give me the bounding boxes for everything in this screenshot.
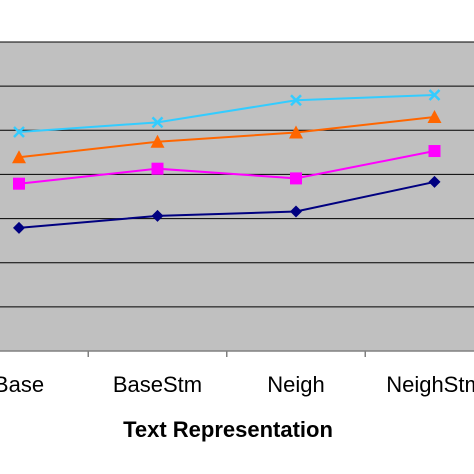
data-point-triangle [12, 150, 26, 164]
data-point-square [428, 145, 441, 158]
x-tick-label: NeighStm [386, 372, 474, 397]
x-axis-title: Text Representation [123, 417, 333, 442]
data-point-diamond [151, 209, 164, 222]
series-2 [13, 145, 441, 190]
series-3 [12, 110, 442, 164]
x-tick-label: Neigh [267, 372, 324, 397]
data-point-triangle [150, 134, 165, 148]
gridlines [0, 41, 474, 308]
x-tick-label: BaseStm [113, 372, 202, 397]
series-line [18, 150, 435, 185]
axes [0, 350, 474, 357]
series-group [12, 89, 442, 234]
data-point-square [290, 172, 302, 185]
series-1 [13, 175, 441, 234]
data-point-x [151, 116, 164, 129]
data-point-diamond [290, 205, 302, 218]
data-point-x [290, 94, 302, 107]
x-tick-label: Base [0, 372, 44, 397]
data-point-diamond [428, 175, 441, 188]
x-tick-labels: Base BaseStm Neigh NeighStm [0, 372, 474, 397]
series-line [18, 180, 435, 229]
data-point-x [428, 89, 441, 101]
series-line [18, 93, 435, 134]
series-line [18, 116, 435, 159]
series-4 [13, 89, 441, 138]
plot-area [0, 42, 474, 351]
data-point-diamond [13, 221, 25, 234]
data-point-x [13, 126, 25, 138]
data-point-triangle [289, 125, 303, 139]
data-point-square [151, 162, 164, 175]
data-point-square [13, 177, 25, 190]
data-point-triangle [427, 110, 442, 124]
